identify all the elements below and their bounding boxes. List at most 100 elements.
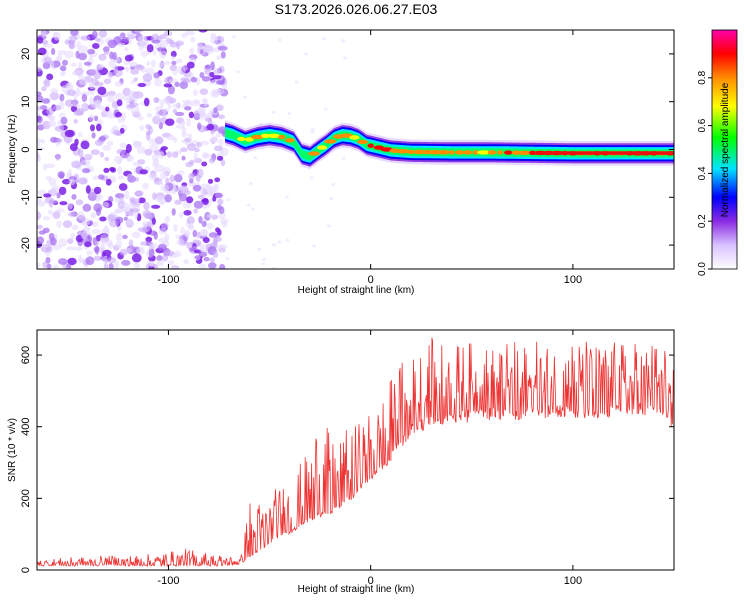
noise-speckle — [125, 66, 130, 73]
colorbar-label: Normalized spectral amplitude — [720, 82, 731, 217]
noise-speckle — [211, 135, 219, 142]
noise-speckle — [186, 196, 194, 204]
noise-speckle — [104, 156, 110, 162]
noise-speckle — [222, 84, 228, 89]
noise-speckle — [56, 220, 62, 228]
noise-speckle — [62, 220, 73, 229]
noise-speckle — [122, 234, 128, 240]
noise-speckle — [198, 30, 208, 33]
noise-speckle — [181, 32, 188, 38]
noise-speckle — [145, 236, 153, 243]
noise-speckle — [202, 237, 210, 244]
noise-speckle — [155, 136, 164, 145]
noise-speckle — [80, 231, 88, 240]
noise-speckle — [68, 178, 76, 186]
noise-speckle — [171, 60, 177, 65]
noise-speckle — [202, 153, 212, 158]
y-tick-label: -20 — [20, 237, 32, 253]
noise-speckle — [152, 158, 160, 166]
noise-speckle — [46, 263, 52, 269]
noise-speckle — [214, 192, 224, 199]
noise-speckle — [220, 51, 226, 59]
noise-speckle — [77, 211, 85, 220]
noise-speckle — [154, 114, 160, 120]
noise-speckle — [188, 111, 195, 119]
noise-speckle — [136, 146, 146, 155]
ridge-hotspot — [448, 150, 455, 155]
noise-speckle — [143, 97, 150, 107]
noise-speckle — [134, 141, 143, 148]
noise-speckle — [37, 189, 47, 196]
noise-speckle — [59, 93, 65, 102]
noise-speckle — [193, 254, 201, 261]
ridge-hotspot — [517, 150, 532, 155]
noise-speckle — [174, 199, 182, 205]
noise-speckle — [115, 232, 123, 242]
noise-speckle — [225, 257, 230, 261]
noise-speckle — [181, 132, 188, 138]
noise-speckle — [189, 47, 194, 54]
noise-speckle — [125, 152, 132, 161]
noise-speckle — [213, 145, 223, 152]
noise-speckle — [197, 122, 202, 131]
noise-speckle — [85, 256, 95, 266]
noise-speckle — [215, 80, 225, 85]
noise-speckle — [55, 153, 60, 161]
noise-speckle — [134, 190, 143, 197]
noise-speckle — [42, 216, 51, 221]
noise-speckle — [82, 168, 91, 174]
noise-speckle — [188, 172, 195, 181]
noise-speckle — [172, 151, 179, 158]
noise-speckle — [71, 160, 82, 169]
noise-speckle — [206, 123, 215, 131]
noise-speckle — [341, 39, 346, 43]
ridge-hotspot — [396, 149, 410, 154]
noise-speckle — [116, 148, 126, 155]
noise-speckle — [114, 198, 123, 203]
noise-speckle — [37, 142, 41, 147]
noise-speckle — [88, 80, 96, 90]
noise-speckle — [174, 173, 183, 183]
noise-speckle — [163, 60, 171, 65]
noise-speckle — [172, 103, 181, 108]
noise-speckle — [118, 183, 128, 191]
noise-speckle — [107, 140, 114, 146]
noise-speckle — [192, 100, 201, 107]
noise-speckle — [134, 30, 145, 33]
noise-speckle — [187, 143, 197, 152]
colorbar-gradient — [712, 30, 737, 269]
noise-speckle — [141, 220, 149, 228]
noise-speckle — [72, 70, 82, 76]
noise-speckle — [133, 262, 140, 269]
noise-speckle — [218, 114, 225, 120]
noise-speckle — [139, 125, 145, 131]
ridge-hotspot — [278, 134, 286, 140]
noise-speckle — [220, 159, 226, 167]
noise-speckle — [50, 237, 57, 246]
colorbar-tick-label: 0.2 — [697, 214, 708, 228]
noise-speckle — [44, 56, 52, 64]
noise-speckle — [124, 46, 129, 52]
noise-speckle — [152, 192, 157, 200]
noise-speckle — [181, 119, 186, 126]
ridge-hotspot — [487, 150, 497, 155]
noise-speckle — [66, 263, 72, 269]
noise-speckle — [107, 242, 114, 249]
noise-speckle — [139, 169, 148, 175]
noise-speckle — [207, 187, 216, 196]
noise-speckle — [148, 242, 158, 249]
spectrogram-noise-field — [37, 30, 347, 269]
noise-speckle — [80, 140, 90, 150]
noise-speckle — [199, 72, 205, 79]
noise-speckle — [68, 40, 75, 49]
noise-speckle — [37, 211, 42, 221]
noise-speckle — [160, 222, 169, 230]
noise-speckle — [52, 264, 59, 269]
noise-speckle — [235, 70, 240, 74]
ridge-hotspot — [463, 150, 473, 155]
noise-speckle — [250, 207, 255, 211]
noise-speckle — [206, 222, 214, 230]
ridge-hotspot — [497, 150, 504, 155]
noise-speckle — [198, 263, 207, 269]
noise-speckle — [207, 118, 213, 125]
